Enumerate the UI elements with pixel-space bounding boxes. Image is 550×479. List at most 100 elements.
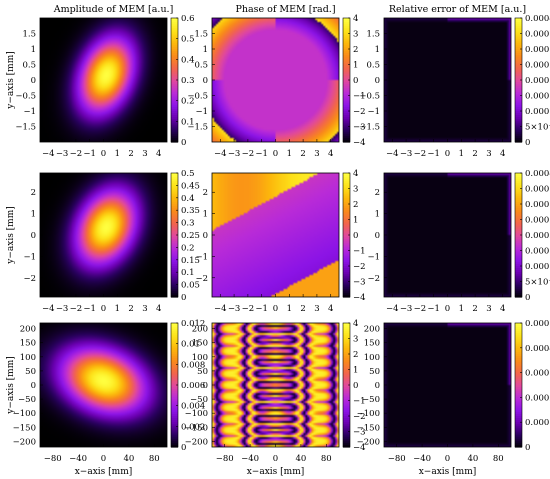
y-tick-label: −150 [357, 423, 380, 433]
colorbar-step [515, 127, 522, 131]
colorbar-tick-label: 0.00035 [525, 30, 550, 40]
colorbar-tick-label: −4 [353, 293, 366, 303]
y-tick-label: 0 [203, 76, 208, 86]
colorbar-step [343, 389, 350, 392]
colorbar-step [343, 232, 350, 236]
colorbar-step [515, 175, 522, 178]
colorbar-tick-label: 0.6 [181, 14, 195, 24]
colorbar-step [343, 75, 350, 79]
colorbar-tick-label: 0 [525, 138, 530, 148]
colorbar-step [171, 405, 178, 409]
colorbar-tick-label: −2 [353, 107, 366, 117]
colorbar-step [343, 274, 350, 277]
colorbar-step [515, 385, 522, 388]
colorbar-step [515, 438, 522, 442]
colorbar-step [343, 288, 350, 292]
x-tick-label: −1 [427, 304, 440, 314]
colorbar-step [515, 44, 522, 48]
y-tick-label: −0.5 [15, 92, 36, 102]
colorbar-frame [514, 322, 523, 448]
y-tick-label: −1 [195, 107, 208, 117]
colorbar-step [515, 63, 522, 67]
colorbar-step [171, 73, 178, 77]
panel-8: −80 −40 0 40 80200150100500−50−100−150−200x−… [185, 319, 366, 477]
colorbar-step [515, 32, 522, 36]
colorbar-step [343, 98, 350, 102]
colorbar-step [171, 290, 178, 294]
colorbar-step [343, 84, 350, 87]
colorbar-step [343, 185, 350, 189]
y-tick-label: 50 [369, 367, 380, 377]
colorbar-tick-label: 0.2 [181, 97, 195, 107]
colorbar-tick-label: 1 [353, 61, 358, 71]
x-tick-label: −3 [400, 149, 413, 159]
x-tick-label: 1 [287, 149, 292, 159]
colorbar-step [515, 65, 522, 69]
colorbar-step [343, 436, 350, 440]
x-tick-label: −3 [228, 149, 241, 159]
colorbar-step [343, 428, 350, 432]
colorbar-step [343, 354, 350, 357]
x-tick-label: −2 [70, 304, 83, 314]
colorbar-step [515, 77, 522, 81]
y-tick-label: 1.5 [194, 30, 208, 40]
colorbar-step [515, 208, 522, 211]
colorbar-step [343, 96, 350, 100]
colorbar-step [515, 270, 522, 273]
colorbar-step [343, 135, 350, 139]
colorbar-step [515, 397, 522, 401]
colorbar-step [171, 69, 178, 73]
colorbar-step [515, 42, 522, 46]
colorbar-step [343, 90, 350, 93]
colorbar-step [171, 82, 178, 85]
colorbar-step [515, 38, 522, 42]
colorbar-step [515, 117, 522, 120]
x-tick-label: −40 [69, 454, 87, 464]
colorbar-step [515, 337, 522, 341]
colorbar-step [171, 49, 178, 52]
colorbar-step [171, 268, 178, 271]
x-tick-label: 1 [287, 304, 292, 314]
colorbar-step [171, 372, 178, 376]
colorbar-step [515, 436, 522, 440]
y-tick-label: −1 [23, 107, 36, 117]
colorbar-step [171, 67, 178, 71]
colorbar-step [515, 131, 522, 135]
colorbar-step [343, 51, 350, 54]
colorbar-step [343, 356, 350, 359]
colorbar-step [515, 51, 522, 54]
x-tick-label: −4 [214, 149, 227, 159]
x-tick-label: −3 [56, 149, 69, 159]
x-tick-label: −4 [386, 149, 399, 159]
colorbar-step [515, 123, 522, 127]
x-axis-label: x−axis [mm] [247, 467, 305, 477]
colorbar-step [171, 18, 178, 21]
colorbar-step [515, 24, 522, 27]
y-tick-label: −50 [362, 395, 380, 405]
colorbar-step [343, 117, 350, 120]
heatmap-image [212, 18, 339, 142]
colorbar-step [515, 372, 522, 376]
x-tick-label: 0 [273, 454, 278, 464]
colorbar-step [515, 189, 522, 193]
colorbar-step [515, 329, 522, 332]
heatmap-image [212, 323, 339, 447]
colorbar-step [171, 438, 178, 442]
colorbar-step [171, 278, 178, 282]
x-tick-label: 4 [500, 304, 505, 314]
colorbar-step [343, 368, 350, 372]
x-tick-label: −1 [255, 304, 268, 314]
y-tick-label: −1.5 [15, 123, 36, 133]
colorbar-step [171, 65, 178, 69]
colorbar-step [515, 214, 522, 217]
colorbar-step [515, 261, 522, 265]
colorbar-step [343, 413, 350, 417]
colorbar-step [171, 409, 178, 413]
colorbar-step [171, 391, 178, 394]
y-tick-label: 1 [31, 45, 36, 55]
colorbar-step [515, 210, 522, 213]
colorbar-step [343, 67, 350, 71]
colorbar-step [515, 440, 522, 444]
colorbar-tick-label: 2 [353, 350, 358, 360]
colorbar-step [343, 26, 350, 29]
